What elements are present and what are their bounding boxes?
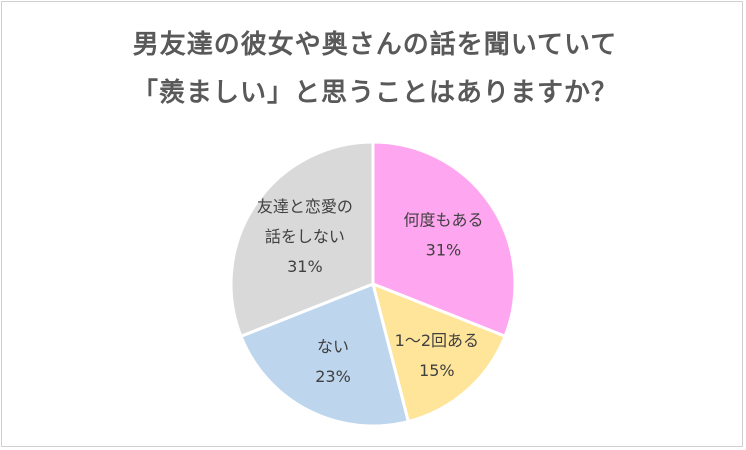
category-label-1: 何度もある: [403, 211, 483, 230]
pie-slice-3: [239, 281, 411, 428]
category-label-2: 1〜2回ある: [395, 331, 479, 350]
value-label-1: 31%: [426, 241, 462, 260]
pie-slice-4: [229, 140, 375, 339]
category-label-4: 話をしない: [265, 227, 345, 246]
value-label-4: 31%: [287, 257, 323, 276]
value-label-3: 23%: [315, 367, 351, 386]
category-label-3: ない: [317, 337, 349, 356]
pie-slice-2: [370, 281, 507, 424]
value-label-2: 15%: [419, 361, 455, 380]
category-label-4: 友達と恋愛の: [257, 197, 353, 216]
pie-slices: [229, 140, 517, 428]
pie-slice-1: [371, 140, 517, 339]
chart-title-line-2: 「羨ましい」と思うことはありますか？: [131, 78, 618, 108]
chart-title-line-1: 男友達の彼女や奥さんの話を聞いていて: [132, 30, 618, 60]
